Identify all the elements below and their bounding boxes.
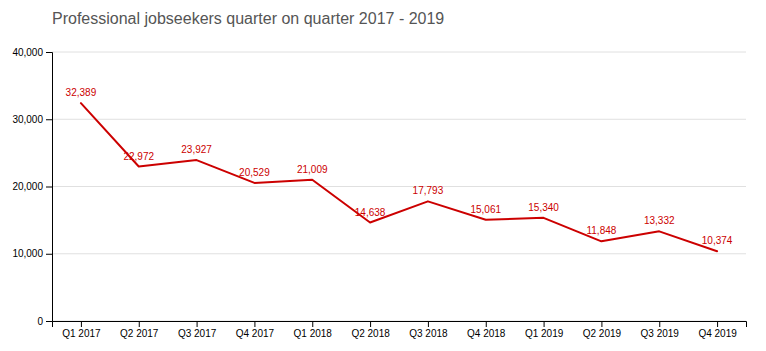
data-label: 23,927 bbox=[181, 144, 212, 155]
x-tick-label: Q3 2019 bbox=[641, 328, 680, 339]
x-tick-label: Q4 2017 bbox=[236, 328, 275, 339]
y-axis: 0 10,000 20,000 30,000 40,000 bbox=[12, 47, 52, 327]
x-axis-line bbox=[53, 322, 747, 328]
line bbox=[81, 103, 717, 251]
plot: 010,00020,00030,00040,000Q1 2017Q2 2017Q… bbox=[12, 47, 746, 339]
y-tick: 10,000 bbox=[12, 248, 52, 259]
y-axis-line bbox=[46, 53, 53, 322]
x-tick: Q1 2017 bbox=[62, 321, 101, 339]
marks bbox=[81, 103, 717, 251]
chart: 010,00020,00030,00040,000Q1 2017Q2 2017Q… bbox=[0, 0, 766, 351]
x-tick-mark bbox=[659, 321, 660, 327]
x-tick: Q2 2018 bbox=[351, 321, 390, 339]
x-tick: Q2 2017 bbox=[120, 321, 159, 339]
x-tick-label: Q2 2018 bbox=[351, 328, 390, 339]
x-tick-mark bbox=[717, 321, 718, 327]
y-tick-label: 20,000 bbox=[12, 181, 43, 192]
y-tick-mark bbox=[46, 187, 52, 188]
y-tick: 0 bbox=[37, 316, 52, 327]
y-tick-label: 10,000 bbox=[12, 248, 43, 259]
data-label: 15,061 bbox=[470, 204, 501, 215]
x-tick-label: Q4 2018 bbox=[467, 328, 506, 339]
data-label: 13,332 bbox=[644, 215, 675, 226]
x-tick: Q3 2018 bbox=[409, 321, 448, 339]
y-tick: 30,000 bbox=[12, 114, 52, 125]
y-tick: 40,000 bbox=[12, 47, 52, 58]
data-label: 11,848 bbox=[586, 225, 616, 236]
x-tick: Q2 2019 bbox=[583, 321, 622, 339]
x-tick-label: Q2 2019 bbox=[583, 328, 622, 339]
data-label: 10,374 bbox=[702, 235, 733, 246]
x-tick: Q4 2017 bbox=[236, 321, 275, 339]
x-tick-label: Q4 2019 bbox=[698, 328, 737, 339]
y-tick-mark bbox=[46, 119, 52, 120]
x-tick-mark bbox=[197, 321, 198, 327]
x-tick-label: Q3 2018 bbox=[409, 328, 448, 339]
x-tick: Q1 2019 bbox=[525, 321, 564, 339]
data-label: 17,793 bbox=[413, 185, 444, 196]
x-tick-mark bbox=[81, 321, 82, 327]
title: Professional jobseekers quarter on quart… bbox=[52, 10, 444, 27]
x-tick-label: Q1 2019 bbox=[525, 328, 564, 339]
data-label: 15,340 bbox=[528, 202, 559, 213]
x-tick: Q4 2019 bbox=[698, 321, 737, 339]
x-tick-label: Q2 2017 bbox=[120, 328, 159, 339]
x-tick-mark bbox=[486, 321, 487, 327]
x-tick-label: Q1 2017 bbox=[62, 328, 101, 339]
x-tick-mark bbox=[139, 321, 140, 327]
y-tick-label: 40,000 bbox=[12, 47, 43, 58]
x-tick: Q3 2019 bbox=[641, 321, 680, 339]
grid-line bbox=[52, 52, 746, 53]
grid-line bbox=[52, 186, 746, 187]
x-tick: Q4 2018 bbox=[467, 321, 506, 339]
y-tick: 20,000 bbox=[12, 181, 52, 192]
y-tick-label: 30,000 bbox=[12, 114, 43, 125]
grid-line bbox=[52, 253, 746, 254]
x-tick-mark bbox=[254, 321, 255, 327]
grid bbox=[52, 52, 746, 321]
y-tick-mark bbox=[46, 321, 52, 322]
data-label: 14,638 bbox=[355, 207, 386, 218]
y-tick-mark bbox=[46, 52, 52, 53]
y-tick-mark bbox=[46, 254, 52, 255]
x-axis: Q1 2017 Q2 2017 Q3 2017 Q4 2017 Q1 2018 Q2 20… bbox=[53, 321, 747, 339]
grid-line bbox=[52, 119, 746, 120]
x-tick-mark bbox=[601, 321, 602, 327]
data-label: 22,972 bbox=[123, 151, 154, 162]
x-tick-mark bbox=[370, 321, 371, 327]
data-label: 32,389 bbox=[66, 87, 97, 98]
x-tick-mark bbox=[312, 321, 313, 327]
data-label: 20,529 bbox=[239, 167, 270, 178]
x-tick: Q1 2018 bbox=[294, 321, 333, 339]
y-tick-label: 0 bbox=[37, 316, 43, 327]
x-tick: Q3 2017 bbox=[178, 321, 217, 339]
x-tick-mark bbox=[544, 321, 545, 327]
x-tick-mark bbox=[428, 321, 429, 327]
data-labels: 32,389 22,972 23,927 20,529 21,009 14,638 17,7… bbox=[66, 87, 733, 246]
x-tick-label: Q1 2018 bbox=[294, 328, 333, 339]
x-tick-label: Q3 2017 bbox=[178, 328, 217, 339]
data-label: 21,009 bbox=[297, 164, 328, 175]
